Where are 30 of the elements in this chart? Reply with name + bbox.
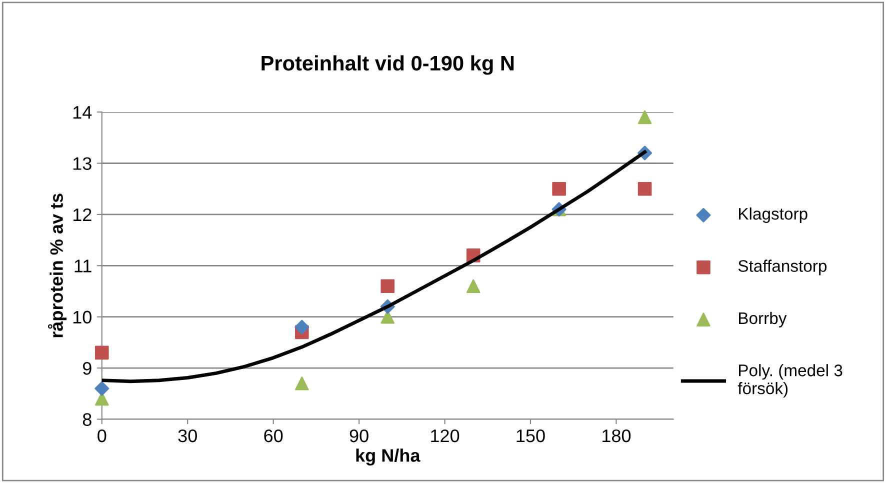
- point: [94, 346, 109, 360]
- x-tick-label: 0: [98, 429, 106, 442]
- x-tick-label: 120: [431, 429, 460, 442]
- legend-label: Borrby: [739, 312, 787, 328]
- chart-title: Proteinhalt vid 0-190 kg N: [262, 55, 514, 75]
- x-tick-label: 90: [350, 429, 368, 442]
- point: [638, 110, 652, 124]
- x-tick-label: 150: [516, 429, 545, 442]
- point: [295, 376, 309, 390]
- y-tick-label: 10: [73, 310, 92, 324]
- x-axis-title: kg N/ha: [356, 448, 420, 466]
- point: [638, 182, 652, 196]
- x-tick-label: 30: [178, 429, 197, 442]
- y-tick-label: 9: [82, 362, 92, 375]
- legend-label: Staffanstorp: [738, 260, 827, 276]
- point: [94, 381, 110, 396]
- point: [552, 182, 566, 196]
- point: [466, 279, 480, 294]
- point: [294, 320, 310, 334]
- y-tick-label: 13: [73, 157, 92, 170]
- y-tick-label: 11: [74, 260, 92, 272]
- point: [380, 279, 395, 294]
- x-tick-label: 60: [264, 429, 283, 442]
- legend-label: Poly. (medel 3 försök): [738, 364, 842, 398]
- y-axis-title: råprotein % av ts: [48, 194, 67, 338]
- y-tick-label: 12: [73, 208, 92, 221]
- x-tick-label: 180: [602, 429, 631, 442]
- y-tick-label: 8: [82, 413, 92, 426]
- y-tick-label: 14: [73, 106, 92, 119]
- legend-label: Klagstorp: [739, 207, 808, 223]
